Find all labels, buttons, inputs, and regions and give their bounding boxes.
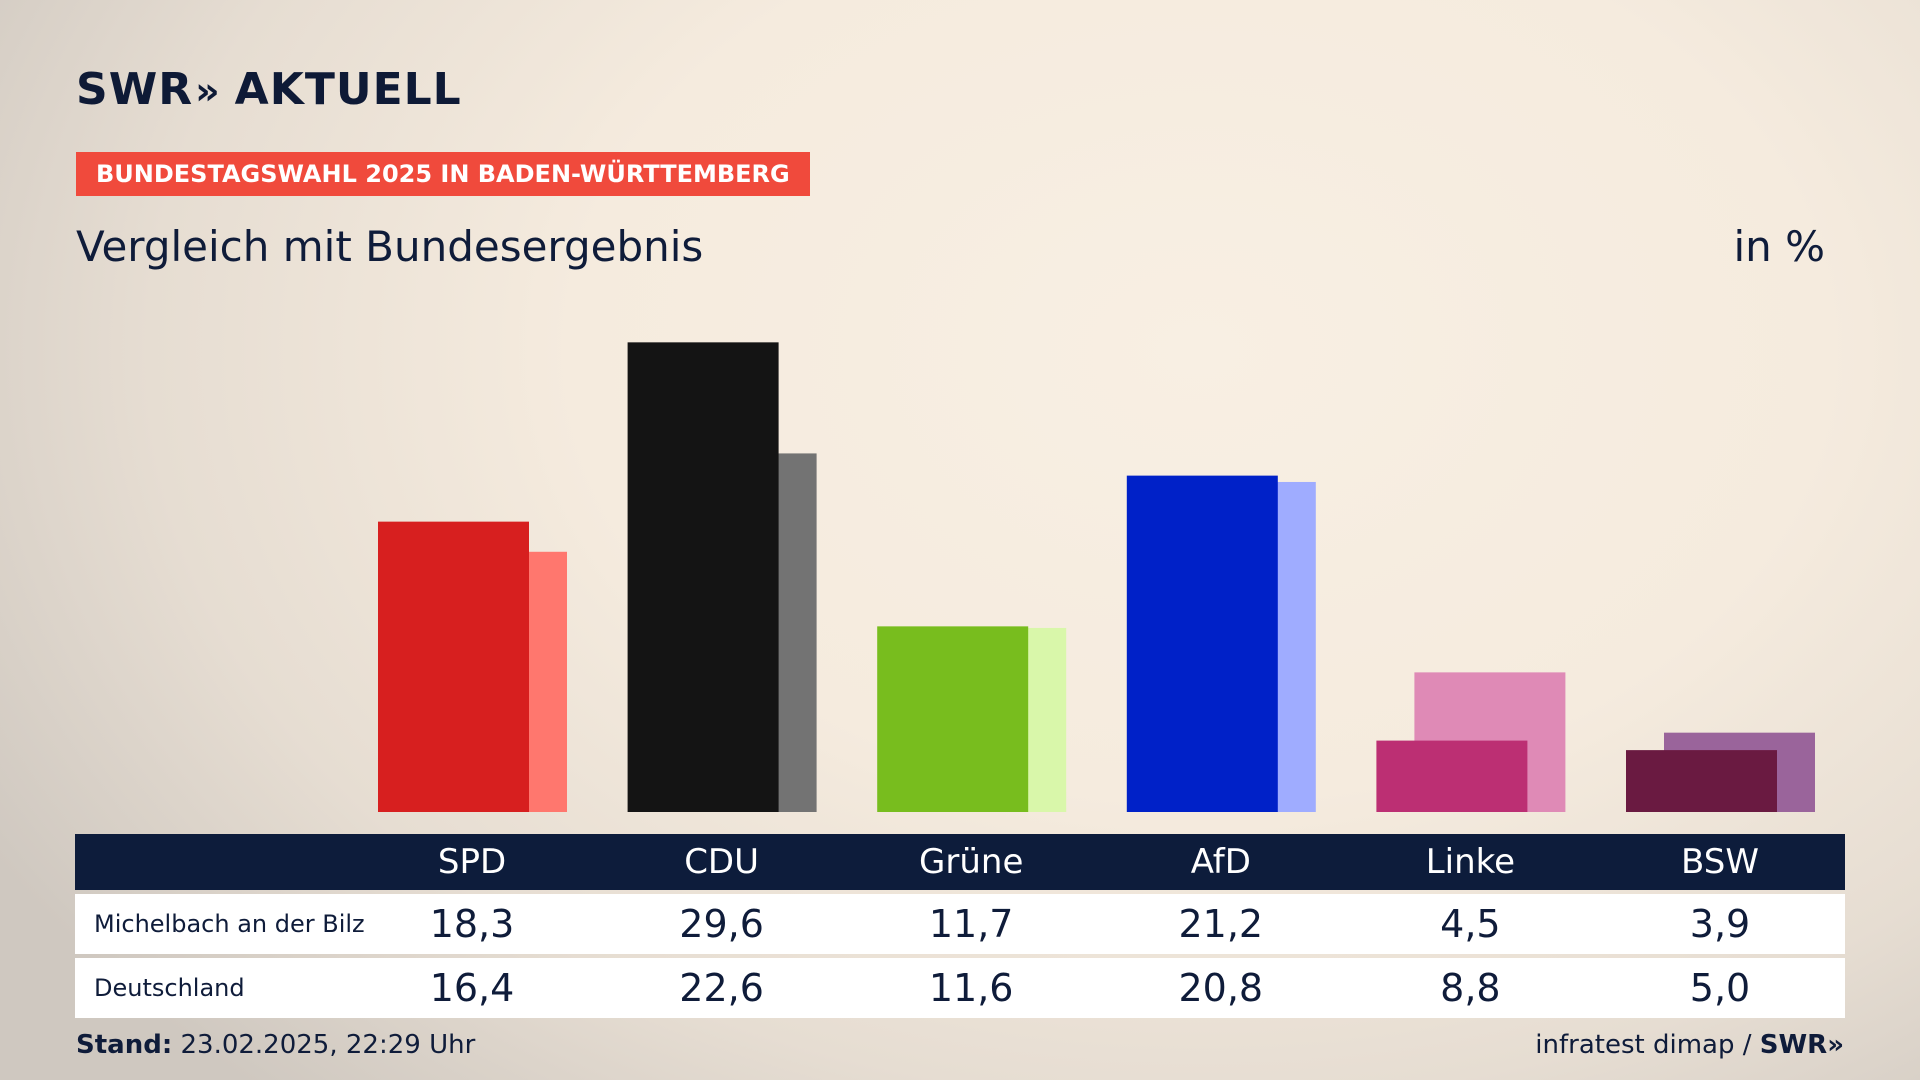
value-cell-gruene: 11,6 <box>928 966 1014 1010</box>
value-cell-gruene: 11,7 <box>928 902 1014 946</box>
timestamp: Stand: 23.02.2025, 22:29 Uhr <box>76 1030 475 1060</box>
unit-label: in % <box>1733 222 1825 271</box>
column-header-bsw: BSW <box>1681 842 1759 882</box>
swr-small-logo: SWR» <box>1759 1030 1844 1060</box>
bar-linke-michelbach <box>1376 740 1528 812</box>
chart-subtitle: Vergleich mit Bundesergebnis <box>76 222 704 271</box>
value-cell-cdu: 29,6 <box>679 902 764 946</box>
value-cell-spd: 16,4 <box>429 966 515 1010</box>
stand-label: Stand: <box>76 1030 173 1060</box>
bar-bsw-michelbach <box>1626 750 1777 812</box>
row-label-local: Michelbach an der Bilz <box>94 910 365 938</box>
column-header-afd: AfD <box>1190 842 1251 882</box>
logo-chevrons-icon: » <box>195 69 221 113</box>
bar-afd-michelbach <box>1126 475 1278 812</box>
value-cell-cdu: 22,6 <box>679 966 764 1010</box>
swr-aktuell-logo: SWR» AKTUELL <box>76 64 462 115</box>
bar-cdu-michelbach <box>627 342 779 812</box>
results-table: SPD CDU Grüne AfD Linke BSW Michelbach an der… <box>75 834 1845 1018</box>
table-header: SPD CDU Grüne AfD Linke BSW <box>75 834 1845 890</box>
value-cell-linke: 4,5 <box>1440 902 1501 946</box>
bar-spd-michelbach <box>378 521 529 812</box>
election-tag: BUNDESTAGSWAHL 2025 IN BADEN-WÜRTTEMBERG <box>76 152 810 196</box>
value-cell-linke: 8,8 <box>1440 966 1501 1010</box>
value-cell-bsw: 3,9 <box>1689 902 1751 946</box>
column-header-linke: Linke <box>1425 842 1516 882</box>
value-cell-spd: 18,3 <box>429 902 515 946</box>
logo-aktuell-text: AKTUELL <box>234 64 462 115</box>
table-row: Michelbach an der Bilz 18,3 29,6 11,7 21,2 4… <box>75 894 1845 954</box>
value-cell-afd: 20,8 <box>1178 966 1264 1010</box>
column-header-gruene: Grüne <box>919 842 1024 882</box>
stand-value: 23.02.2025, 22:29 Uhr <box>180 1030 476 1060</box>
value-cell-bsw: 5,0 <box>1689 966 1751 1010</box>
source-credit: infratest dimap / SWR» <box>1535 1030 1844 1060</box>
row-label-national: Deutschland <box>94 974 245 1002</box>
column-header-spd: SPD <box>437 842 507 882</box>
logo-swr-text: SWR <box>76 64 194 115</box>
bar-gruene-michelbach <box>877 626 1029 812</box>
column-header-cdu: CDU <box>684 842 759 882</box>
bar-chart <box>378 342 1815 812</box>
table-row: Deutschland 16,4 22,6 11,6 20,8 8,8 5,0 <box>75 958 1845 1018</box>
source-text: infratest dimap / <box>1535 1030 1752 1060</box>
value-cell-afd: 21,2 <box>1178 902 1264 946</box>
